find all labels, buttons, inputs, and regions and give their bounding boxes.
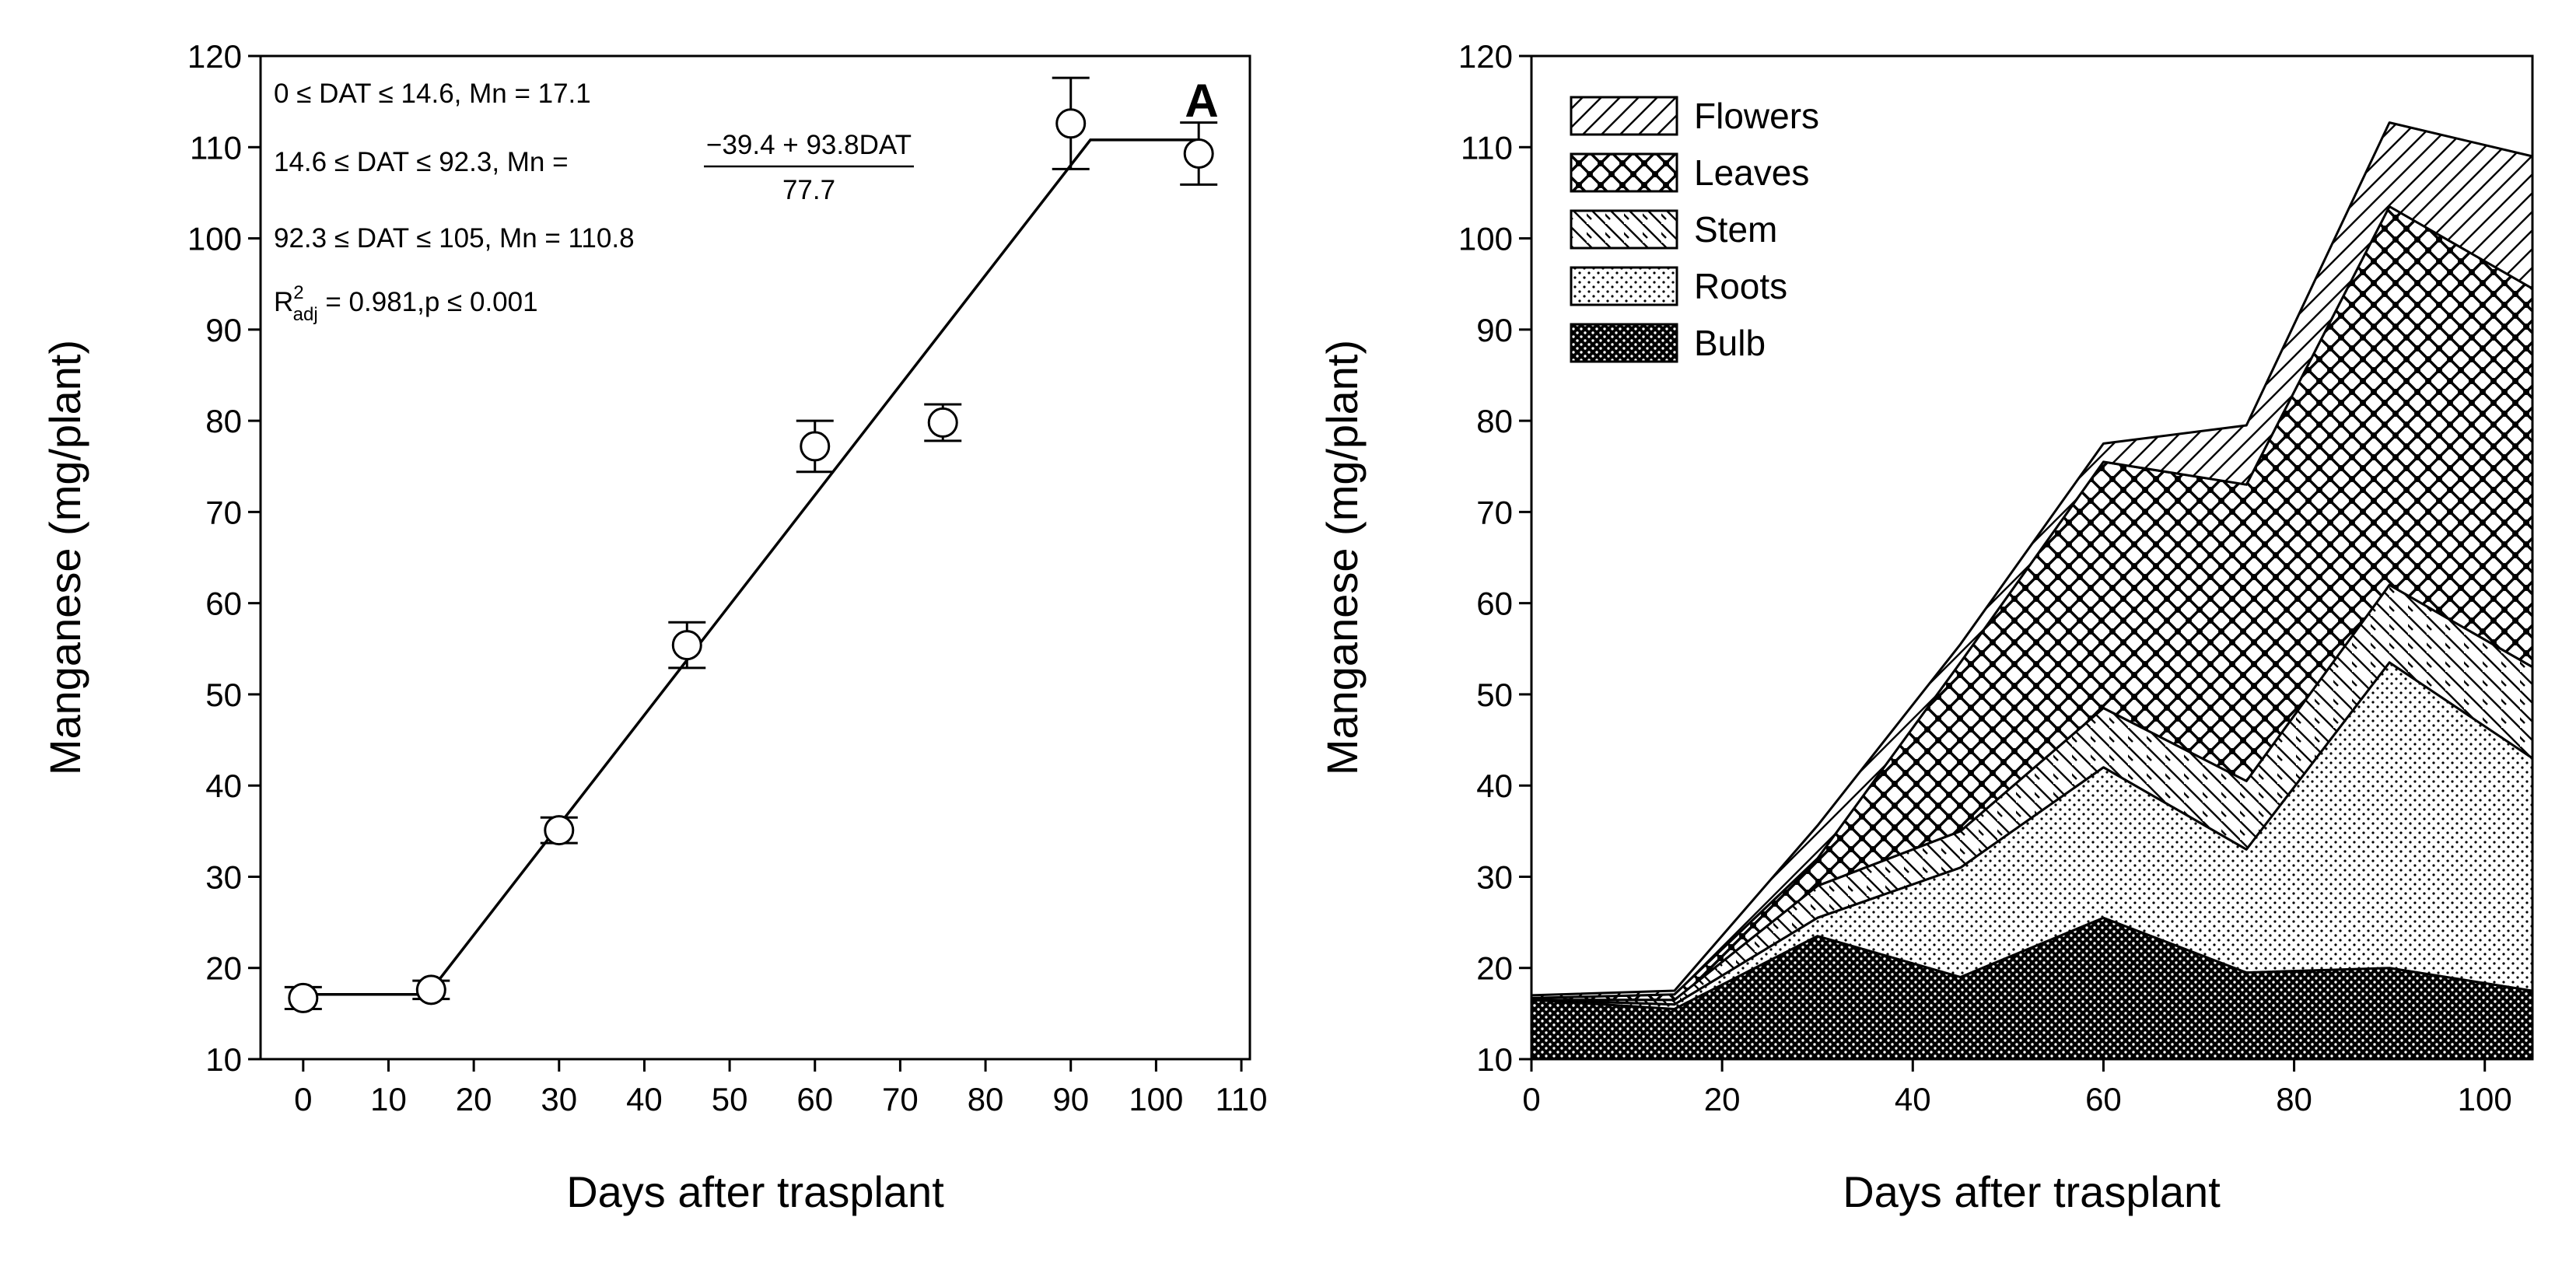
x-tick-label: 40 [626,1081,663,1117]
x-tick-label: 30 [541,1081,577,1117]
x-tick-label: 20 [1704,1081,1741,1117]
fit-equations: 0 ≤ DAT ≤ 14.6, Mn = 17.1 14.6 ≤ DAT ≤ 9… [274,79,914,325]
x-tick-label: 60 [2085,1081,2122,1117]
x-tick-label: 100 [1129,1081,1183,1117]
left-x-axis: 0 10 20 30 40 50 60 70 80 90 100 110 [294,1059,1268,1117]
x-tick-label: 80 [968,1081,1004,1117]
data-point [288,982,319,1013]
y-tick-label: 100 [1458,221,1513,257]
right-chart-panel: 10 20 30 40 50 60 70 80 90 100 110 120 0 20 40 60 80 100… [1318,38,2534,1216]
y-tick-label: 50 [1476,677,1513,713]
y-tick-label: 30 [205,859,242,895]
y-tick-label: 60 [205,586,242,622]
x-tick-label: 0 [1522,1081,1540,1117]
y-tick-label: 40 [1476,768,1513,804]
x-tick-label: 50 [712,1081,748,1117]
y-tick-label: 20 [205,950,242,987]
legend-item-stem: Stem [1570,209,1777,250]
left-y-axis-label: Manganese (mg/plant) [40,340,89,775]
legend-label: Bulb [1694,323,1766,363]
right-y-axis-label: Manganese (mg/plant) [1318,340,1367,775]
legend-item-flowers: Flowers [1570,96,1819,136]
legend-swatch [1570,209,1678,250]
y-tick-label: 70 [205,494,242,530]
x-tick-label: 40 [1895,1081,1931,1117]
fit-line [303,138,1199,996]
x-tick-label: 70 [882,1081,919,1117]
legend-swatch [1570,266,1678,306]
y-tick-label: 110 [1461,129,1513,166]
legend-swatch [1570,96,1678,136]
equation-line-4: R2 adj = 0.981,p ≤ 0.001 [274,282,538,325]
data-point [1183,138,1214,169]
data-point [671,630,702,661]
y-tick-label: 90 [205,312,242,348]
equation-denominator: 77.7 [782,175,835,205]
r-symbol: R [274,287,293,317]
left-chart-panel: 10 20 30 40 50 60 70 80 90 100 110 120 0 10 20 30 40 50 6… [40,38,1268,1216]
x-tick-label: 20 [456,1081,492,1117]
left-plot-frame [259,54,1251,1061]
x-tick-label: 90 [1052,1081,1089,1117]
y-tick-label: 50 [205,677,242,713]
legend-item-roots: Roots [1570,266,1787,306]
x-tick-label: 60 [796,1081,833,1117]
y-tick-label: 10 [205,1041,242,1078]
y-tick-label: 120 [1458,38,1513,75]
left-y-axis: 10 20 30 40 50 60 70 80 90 100 110 120 [187,38,261,1078]
y-tick-label: 110 [190,129,242,166]
legend-label: Roots [1694,266,1787,306]
right-y-axis: 10 20 30 40 50 60 70 80 90 100 110 120 [1458,38,1531,1078]
right-x-axis-label: Days after trasplant [1843,1167,2221,1216]
legend-label: Flowers [1694,96,1819,136]
y-tick-label: 80 [205,403,242,439]
y-tick-label: 100 [187,221,242,257]
x-tick-label: 110 [1216,1081,1268,1117]
data-point [1055,108,1087,139]
y-tick-label: 70 [1476,494,1513,530]
error-bars [284,76,1218,1010]
data-point [800,431,831,462]
y-tick-label: 20 [1476,950,1513,987]
stacked-areas [1530,121,2534,1061]
equation-line-1: 0 ≤ DAT ≤ 14.6, Mn = 17.1 [274,79,591,109]
legend-item-leaves: Leaves [1570,152,1809,193]
equation-line-2-prefix: 14.6 ≤ DAT ≤ 92.3, Mn = [274,147,569,177]
data-point [927,407,958,438]
y-tick-label: 80 [1476,403,1513,439]
left-x-axis-label: Days after trasplant [566,1167,944,1216]
right-x-axis: 0 20 40 60 80 100 [1522,1059,2512,1117]
legend-label: Stem [1694,209,1777,250]
y-tick-label: 10 [1476,1041,1513,1078]
x-tick-label: 100 [2458,1081,2512,1117]
x-tick-label: 10 [370,1081,407,1117]
x-tick-label: 80 [2276,1081,2312,1117]
legend: Flowers Leaves Stem Roots Bulb [1570,96,1819,363]
right-plot-frame [1530,54,2534,1061]
legend-swatch [1570,323,1678,363]
y-tick-label: 60 [1476,586,1513,622]
r-value-text: = 0.981,p ≤ 0.001 [318,287,538,317]
equation-line-3: 92.3 ≤ DAT ≤ 105, Mn = 110.8 [274,223,635,254]
data-point [544,815,575,846]
y-tick-label: 90 [1476,312,1513,348]
r-subscript: adj [293,304,318,325]
data-points [288,108,1214,1013]
legend-swatch [1570,152,1678,193]
data-point [415,974,446,1005]
r-superscript: 2 [293,282,303,303]
legend-item-bulb: Bulb [1570,323,1766,363]
y-tick-label: 40 [205,768,242,804]
panel-tag-a: A [1185,75,1218,127]
legend-label: Leaves [1694,152,1809,193]
y-tick-label: 120 [187,38,242,75]
y-tick-label: 30 [1476,859,1513,895]
equation-numerator: −39.4 + 93.8DAT [706,130,912,160]
x-tick-label: 0 [294,1081,312,1117]
